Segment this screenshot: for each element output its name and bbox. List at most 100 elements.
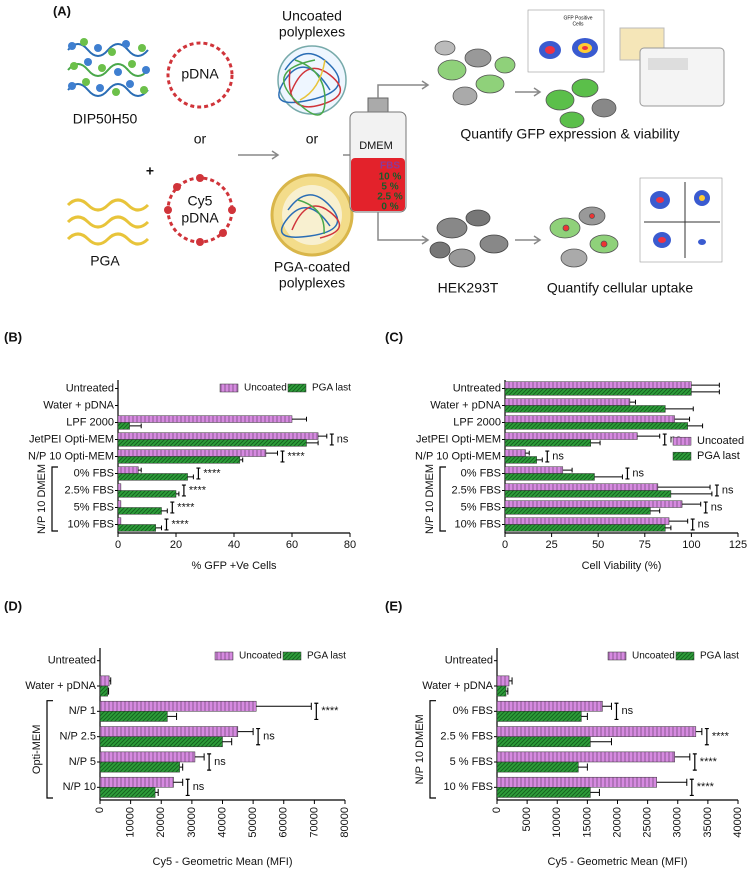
error-bar [239, 457, 244, 463]
significance-label: ns [632, 467, 644, 479]
bar [504, 398, 631, 406]
error-bar [138, 467, 142, 473]
significance-bracket [689, 778, 694, 797]
bar [496, 787, 591, 798]
x-tick-label: 50 [592, 539, 604, 551]
error-bar [695, 728, 703, 736]
arrow [515, 87, 542, 97]
y-tick-label: Water + pDNA [43, 399, 114, 411]
serum-level: 2.5 % [377, 192, 403, 203]
x-tick-label: 70000 [308, 807, 320, 838]
legend-label: PGA last [697, 450, 740, 462]
y-tick-label: N/P 5 [69, 756, 96, 768]
bar [117, 490, 177, 498]
y-tick-label: 2.5% FBS [451, 484, 501, 496]
x-tick-label: 20 [170, 539, 182, 551]
or-label: or [194, 131, 207, 147]
significance-bracket [714, 484, 719, 497]
panel-label: (B) [4, 329, 22, 344]
x-tick-label: 125 [729, 539, 747, 551]
bar [117, 415, 293, 423]
cells-transfected [434, 40, 516, 106]
error-bar [665, 406, 694, 412]
legend-label: Uncoated [244, 383, 287, 394]
bar [99, 787, 156, 798]
bar [504, 466, 564, 474]
x-axis-label: % GFP +Ve Cells [191, 560, 277, 572]
bar [504, 517, 670, 525]
error-bar [629, 399, 636, 405]
x-tick-label: 10000 [551, 807, 563, 838]
schematic: (A) DIP50H50 + PGA pDNA or Cy5 pDNA Unco… [53, 3, 725, 296]
x-tick-label: 0 [491, 807, 503, 813]
group-bracket [46, 700, 53, 799]
error-bar [669, 518, 689, 524]
error-bar [578, 763, 588, 771]
readout-label: Quantify GFP expression & viability [460, 126, 679, 142]
x-tick-label: 30000 [672, 807, 684, 838]
bar [496, 776, 657, 788]
cy5-label: Cy5 [188, 193, 213, 209]
serum-level: 0 % [381, 202, 398, 213]
readout-label: Quantify cellular uptake [547, 280, 694, 296]
bar [117, 456, 241, 464]
significance-bracket [181, 484, 186, 497]
significance-bracket [662, 433, 667, 446]
legend-swatch [282, 651, 302, 661]
y-tick-label: 10% FBS [455, 518, 501, 530]
legend-label: PGA last [307, 651, 346, 662]
significance-label: **** [172, 518, 190, 530]
x-tick-label: 25000 [642, 807, 654, 838]
polymer-chains [67, 38, 150, 97]
legend-label: Uncoated [239, 651, 282, 662]
bar [504, 381, 692, 389]
bar [117, 483, 122, 491]
error-bar [657, 484, 711, 490]
error-bar [256, 702, 312, 710]
error-bar [536, 457, 543, 463]
error-bar [176, 491, 180, 497]
x-tick-label: 5000 [521, 807, 533, 831]
error-bar [167, 712, 178, 720]
legend-swatch [214, 651, 234, 661]
bar [99, 736, 223, 748]
y-tick-label: Water + pDNA [25, 680, 96, 692]
significance-label: **** [697, 781, 715, 793]
bar [496, 761, 579, 773]
error-bar [509, 677, 513, 685]
x-tick-label: 75 [639, 539, 651, 551]
bar [504, 490, 672, 498]
x-tick-label: 60000 [278, 807, 290, 838]
pga-chains [66, 198, 150, 246]
error-bar [682, 501, 702, 507]
error-bar [602, 702, 612, 710]
significance-bracket [196, 467, 201, 480]
y-tick-label: 0% FBS [453, 705, 493, 717]
bar [496, 675, 510, 687]
bar [117, 507, 162, 515]
group-label: N/P 10 DMEM [424, 464, 436, 534]
bar [504, 524, 666, 532]
polymer-label: DIP50H50 [73, 111, 138, 127]
significance-label: ns [552, 450, 564, 462]
x-tick-label: 0 [115, 539, 121, 551]
x-tick-label: 40000 [732, 807, 744, 838]
error-bar [155, 788, 159, 796]
y-tick-label: N/P 10 Opti-MEM [415, 450, 501, 462]
y-tick-label: Water + pDNA [430, 399, 501, 411]
group-bracket [51, 466, 58, 532]
bar [117, 466, 139, 474]
legend-label: Uncoated [632, 651, 675, 662]
error-bar [292, 416, 307, 422]
bar [99, 685, 108, 697]
error-bar [155, 525, 162, 531]
flow-inset-gfp [527, 9, 605, 73]
uncoated-label: polyplexes [279, 24, 345, 40]
bar [99, 675, 110, 687]
legend-swatch [672, 436, 692, 446]
medium-label: DMEM [359, 140, 393, 152]
x-tick-label: 10000 [125, 807, 137, 838]
or-label: or [306, 131, 319, 147]
